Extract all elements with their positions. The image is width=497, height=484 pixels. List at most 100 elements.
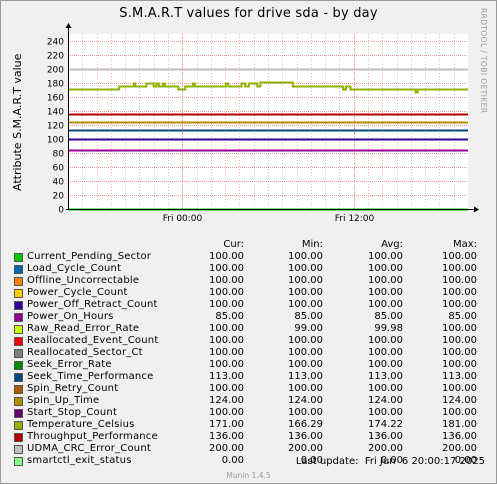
legend-min: 100.00 — [288, 359, 323, 370]
legend-header-min: Min: — [301, 239, 323, 250]
legend-avg: 113.00 — [368, 371, 403, 382]
legend-cur: 100.00 — [209, 383, 244, 394]
legend-max: 100.00 — [442, 407, 477, 418]
legend-min: 100.00 — [288, 407, 323, 418]
legend-avg: 200.00 — [368, 443, 403, 454]
legend-cur: 124.00 — [209, 395, 244, 406]
x-axis-arrow — [474, 206, 479, 213]
legend-swatch — [14, 337, 23, 346]
legend-swatch — [14, 385, 23, 394]
legend-min: 100.00 — [288, 347, 323, 358]
legend-cur: 85.00 — [215, 311, 244, 322]
legend-row: Offline_Uncorrectable 100.00 100.00 100.00 1… — [13, 275, 483, 287]
legend-max: 100.00 — [442, 323, 477, 334]
legend-max: 181.00 — [442, 419, 477, 430]
legend-cur: 171.00 — [209, 419, 244, 430]
legend-cur: 100.00 — [209, 407, 244, 418]
legend-cur: 100.00 — [209, 287, 244, 298]
legend-name: Offline_Uncorrectable — [27, 275, 140, 286]
legend-header-cur: Cur: — [223, 239, 244, 250]
legend-name: Spin_Retry_Count — [27, 383, 119, 394]
legend-avg: 100.00 — [368, 263, 403, 274]
last-update: Last update: Fri Jun 6 20:00:17 2025 — [295, 456, 485, 467]
legend-swatch — [14, 313, 23, 322]
legend-header-avg: Avg: — [381, 239, 403, 250]
legend-cur: 100.00 — [209, 335, 244, 346]
legend-row: Raw_Read_Error_Rate 100.00 99.00 99.98 100.0… — [13, 323, 483, 335]
legend-min: 200.00 — [288, 443, 323, 454]
x-tick-labels: Fri 00:00 Fri 12:00 — [163, 214, 375, 224]
legend-row: Spin_Retry_Count 100.00 100.00 100.00 100.00 — [13, 383, 483, 395]
legend-avg: 85.00 — [374, 311, 403, 322]
y-tick-label: 60 — [53, 164, 65, 174]
legend-cur: 100.00 — [209, 275, 244, 286]
legend-cur: 100.00 — [209, 347, 244, 358]
legend-cur: 113.00 — [209, 371, 244, 382]
y-tick-label: 180 — [47, 80, 64, 90]
legend-swatch — [14, 373, 23, 382]
legend: Cur: Min: Avg: Max: Current_Pending_Sect… — [13, 239, 483, 467]
legend-swatch — [14, 265, 23, 274]
legend-swatch — [14, 421, 23, 430]
legend-name: Temperature_Celsius — [27, 419, 135, 430]
legend-max: 200.00 — [442, 443, 477, 454]
legend-cur: 0.00 — [221, 455, 244, 466]
legend-avg: 100.00 — [368, 347, 403, 358]
legend-cur: 200.00 — [209, 443, 244, 454]
axes — [65, 23, 479, 213]
legend-max: 100.00 — [442, 263, 477, 274]
legend-name: Seek_Error_Rate — [27, 359, 112, 370]
legend-max: 100.00 — [442, 299, 477, 310]
legend-row: Temperature_Celsius 171.00 166.29 174.22 181… — [13, 419, 483, 431]
legend-max: 124.00 — [442, 395, 477, 406]
legend-max: 100.00 — [442, 347, 477, 358]
legend-header-max: Max: — [452, 239, 477, 250]
legend-name: Spin_Up_Time — [27, 395, 100, 406]
legend-min: 100.00 — [288, 299, 323, 310]
legend-row: smartctl_exit_status 0.00 0.00 0.00 0.00 — [13, 455, 483, 467]
legend-min: 124.00 — [288, 395, 323, 406]
legend-name: Power_Cycle_Count — [27, 287, 128, 298]
legend-name: Power_Off_Retract_Count — [27, 299, 158, 310]
legend-avg: 100.00 — [368, 251, 403, 262]
legend-row: Start_Stop_Count 100.00 100.00 100.00 100.00 — [13, 407, 483, 419]
legend-min: 99.00 — [294, 323, 323, 334]
legend-avg: 100.00 — [368, 299, 403, 310]
legend-swatch — [14, 325, 23, 334]
legend-swatch — [14, 289, 23, 298]
legend-cur: 100.00 — [209, 323, 244, 334]
legend-min: 100.00 — [288, 251, 323, 262]
legend-name: Throughput_Performance — [27, 431, 158, 442]
y-tick-label: 100 — [47, 136, 64, 146]
legend-swatch — [14, 397, 23, 406]
y-tick-label: 200 — [47, 66, 64, 76]
legend-avg: 136.00 — [368, 431, 403, 442]
legend-swatch — [14, 349, 23, 358]
chart-plot: 0 20 40 60 80 100 120 140 160 180 200 220 240 Fri 00… — [47, 23, 479, 224]
legend-max: 113.00 — [442, 371, 477, 382]
legend-avg: 174.22 — [368, 419, 403, 430]
legend-swatch — [14, 253, 23, 262]
chart-title: S.M.A.R.T values for drive sda - by day — [119, 6, 378, 21]
y-tick-label: 20 — [53, 192, 65, 202]
legend-max: 100.00 — [442, 287, 477, 298]
legend-min: 113.00 — [288, 371, 323, 382]
legend-name: Raw_Read_Error_Rate — [27, 323, 140, 334]
legend-swatch — [14, 409, 23, 418]
y-tick-label: 40 — [53, 178, 65, 188]
legend-avg: 100.00 — [368, 335, 403, 346]
y-tick-label: 120 — [47, 122, 64, 132]
legend-cur: 100.00 — [209, 299, 244, 310]
legend-row: Power_On_Hours 85.00 85.00 85.00 85.00 — [13, 311, 483, 323]
legend-avg: 100.00 — [368, 407, 403, 418]
legend-swatch — [14, 361, 23, 370]
y-tick-label: 0 — [58, 206, 64, 216]
series-lines — [68, 68, 468, 211]
munin-version: Munin 1.4.5 — [226, 471, 271, 480]
legend-avg: 99.98 — [374, 323, 403, 334]
y-tick-label: 240 — [47, 38, 64, 48]
legend-min: 100.00 — [288, 275, 323, 286]
x-tick-label: Fri 00:00 — [163, 214, 203, 224]
legend-name: Power_On_Hours — [27, 311, 114, 322]
